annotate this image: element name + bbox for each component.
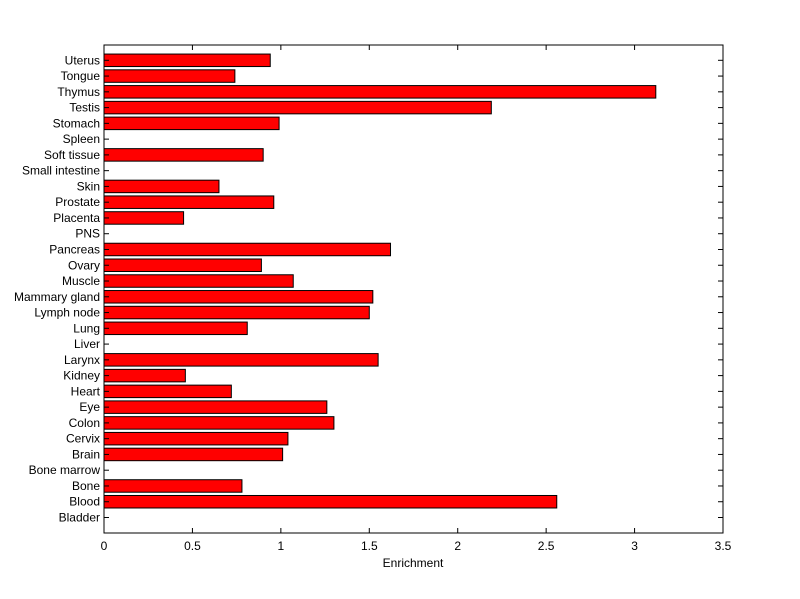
bar-kidney: [103, 368, 186, 383]
bar-blood: [103, 494, 558, 509]
bar-uterus: [103, 53, 271, 68]
y-tick-label: Thymus: [57, 85, 100, 99]
y-tick-label: Larynx: [64, 353, 100, 367]
y-tick-label: Blood: [69, 495, 100, 509]
y-tick-label: Testis: [69, 101, 100, 115]
y-tick-label: Placenta: [53, 211, 100, 225]
y-tick-label: Lymph node: [34, 306, 100, 320]
x-tick-label: 2.5: [538, 539, 555, 553]
bar-heart: [103, 384, 232, 399]
y-tick-label: Tongue: [61, 69, 101, 83]
bar-prostate: [103, 195, 275, 209]
y-tick-label: Kidney: [63, 369, 100, 383]
bar-larynx: [103, 353, 379, 367]
y-tick-label: Heart: [71, 384, 101, 398]
y-tick-label: Eye: [79, 400, 100, 414]
bar-pancreas: [103, 242, 392, 257]
x-tick-label: 1: [278, 539, 285, 553]
y-tick-label: Bone marrow: [29, 463, 101, 477]
y-tick-label: Pancreas: [49, 242, 100, 256]
bar-tongue: [103, 69, 236, 83]
bar-testis: [103, 100, 492, 115]
x-tick-label: 1.5: [361, 539, 378, 553]
x-tick-label: 2: [454, 539, 461, 553]
bar-muscle: [103, 274, 294, 288]
bar-lung: [103, 321, 248, 336]
y-tick-label: Bladder: [59, 511, 100, 525]
y-tick-label: Stomach: [53, 116, 100, 130]
y-tick-label: Prostate: [55, 195, 100, 209]
bar-mammary-gland: [103, 290, 374, 304]
x-tick-label: 3.5: [715, 539, 732, 553]
x-tick-label: 0: [101, 539, 108, 553]
x-axis-label: Enrichment: [383, 556, 444, 570]
y-tick-label: Soft tissue: [44, 148, 100, 162]
y-tick-label: Ovary: [68, 258, 100, 272]
bar-skin: [103, 179, 220, 194]
y-tick-label: Lung: [73, 321, 100, 335]
bar-placenta: [103, 211, 185, 225]
bar-brain: [103, 447, 284, 462]
y-tick-label: Uterus: [65, 53, 100, 67]
y-tick-label: Liver: [74, 337, 100, 351]
y-tick-label: Cervix: [66, 432, 100, 446]
y-tick-label: Colon: [69, 416, 100, 430]
bar-ovary: [103, 258, 262, 273]
x-tick-label: 3: [631, 539, 638, 553]
plot-frame: [103, 44, 724, 534]
x-axis-ticks: 0 0.5 1 1.5 2 2.5 3 3.5: [101, 45, 732, 553]
x-tick-label: 0.5: [184, 539, 201, 553]
bar-bone: [103, 479, 243, 493]
y-tick-label: Bone: [72, 479, 100, 493]
y-tick-label: PNS: [75, 227, 100, 241]
bar-thymus: [103, 85, 657, 99]
bar-colon: [103, 416, 335, 430]
bar-stomach: [103, 116, 280, 131]
bar-eye: [103, 400, 328, 414]
y-tick-label: Small intestine: [22, 164, 100, 178]
y-tick-label: Spleen: [63, 132, 100, 146]
bar-lymph-node: [103, 305, 370, 320]
bar-cervix: [103, 431, 289, 446]
bar-soft-tissue: [103, 148, 264, 162]
y-tick-label: Brain: [72, 447, 100, 461]
y-tick-label: Mammary gland: [14, 290, 100, 304]
y-tick-label: Skin: [77, 179, 100, 193]
y-tick-label: Muscle: [62, 274, 100, 288]
